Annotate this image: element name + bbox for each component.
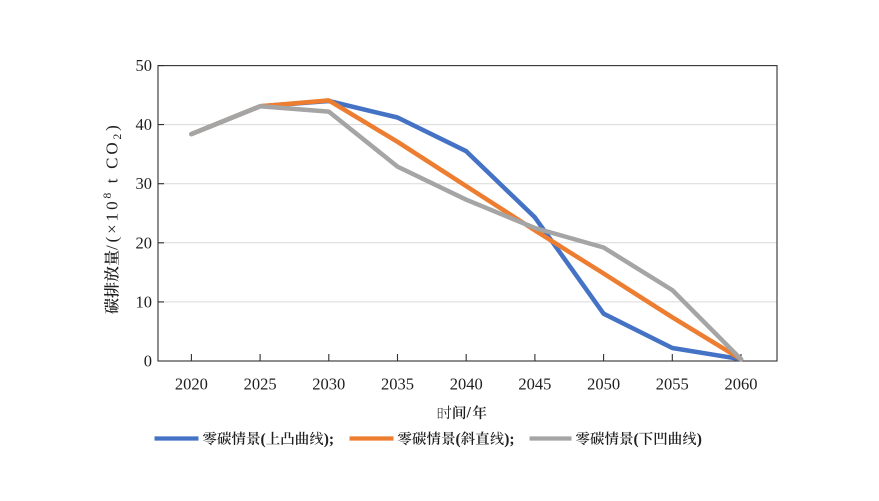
svg-text:2050: 2050 — [587, 375, 620, 394]
svg-text:);: ); — [504, 431, 514, 448]
svg-text:2060: 2060 — [725, 375, 758, 394]
svg-text:2055: 2055 — [656, 375, 689, 394]
svg-text:0: 0 — [144, 352, 152, 371]
svg-text:40: 40 — [136, 115, 153, 134]
svg-text:2025: 2025 — [244, 375, 277, 394]
svg-text:2040: 2040 — [450, 375, 483, 394]
svg-text:(: ( — [261, 431, 266, 448]
svg-text:2020: 2020 — [175, 375, 208, 394]
svg-text:/(×108 t CO2): /(×108 t CO2) — [102, 122, 124, 250]
svg-text:20: 20 — [136, 233, 153, 252]
svg-text:(: ( — [634, 431, 639, 448]
svg-text:50: 50 — [136, 56, 153, 75]
svg-text:/: / — [466, 405, 472, 422]
svg-text:(: ( — [456, 431, 461, 448]
svg-text:2035: 2035 — [381, 375, 414, 394]
svg-text:2030: 2030 — [312, 375, 345, 394]
svg-text:);: ); — [324, 431, 334, 448]
svg-text:2045: 2045 — [518, 375, 551, 394]
svg-text:): ) — [697, 431, 702, 448]
svg-text:10: 10 — [136, 292, 153, 311]
svg-text:30: 30 — [136, 174, 153, 193]
